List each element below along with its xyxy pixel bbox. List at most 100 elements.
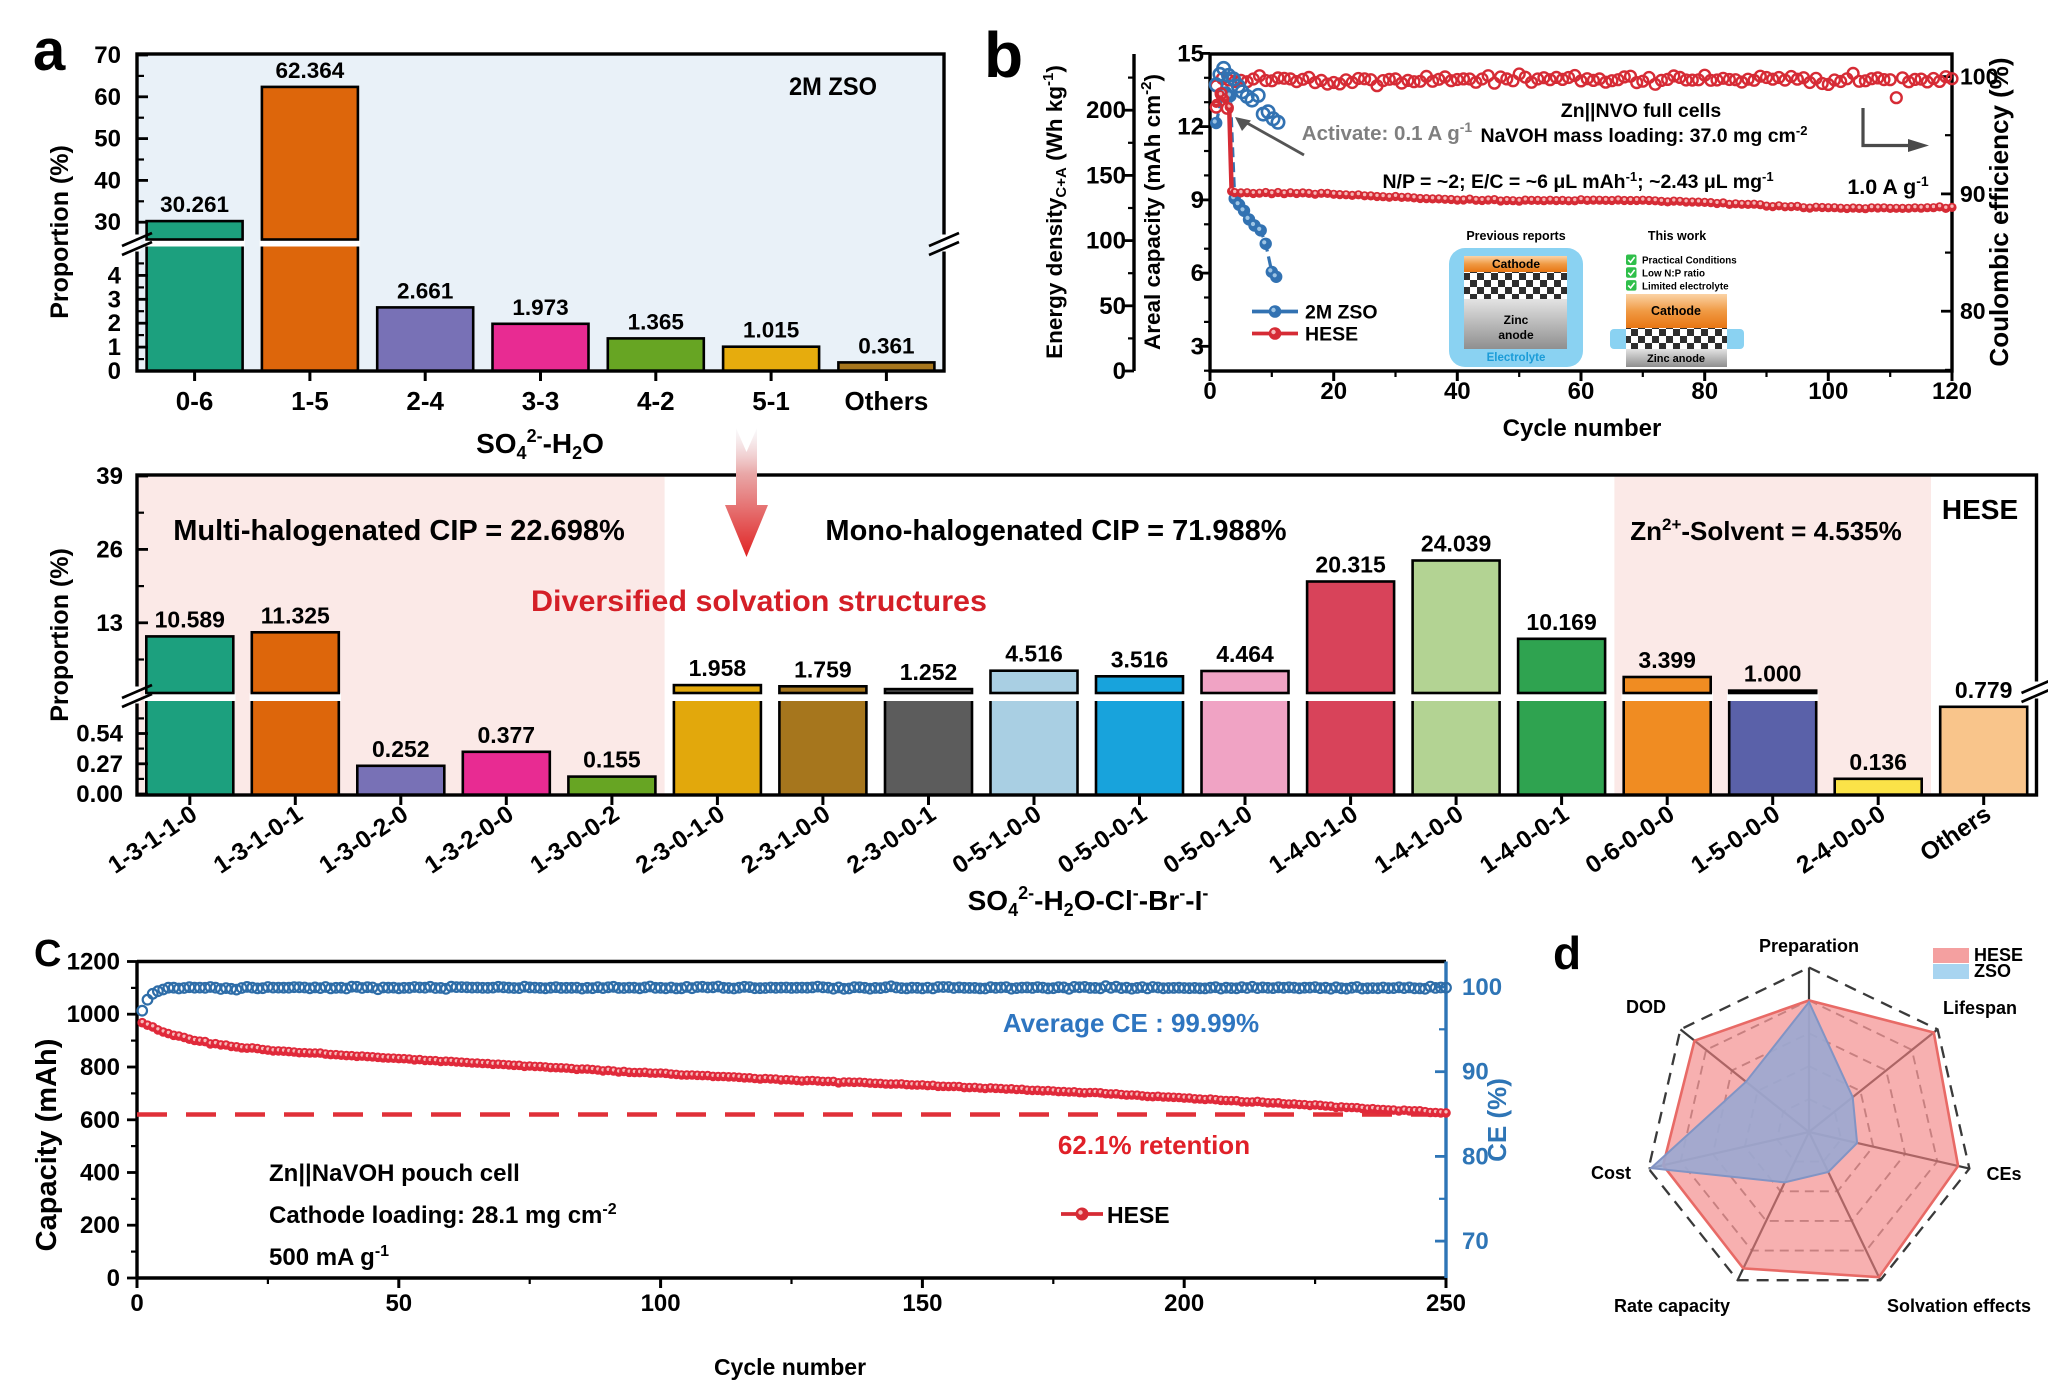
svg-text:HESE: HESE [1107, 1202, 1170, 1228]
svg-text:3: 3 [108, 286, 121, 313]
svg-text:1000: 1000 [67, 1001, 120, 1028]
svg-text:Practical Conditions: Practical Conditions [1642, 256, 1737, 267]
svg-text:100: 100 [1808, 378, 1848, 405]
svg-text:1200: 1200 [67, 949, 120, 976]
svg-text:Mono-halogenated CIP = 71.988%: Mono-halogenated CIP = 71.988% [825, 515, 1286, 547]
svg-text:5-1: 5-1 [752, 386, 790, 416]
svg-text:3: 3 [1191, 333, 1204, 360]
svg-text:3.516: 3.516 [1111, 646, 1169, 672]
svg-text:Rate capacity: Rate capacity [1614, 1296, 1730, 1316]
svg-text:Proportion (%): Proportion (%) [46, 548, 74, 722]
svg-text:1.252: 1.252 [900, 659, 958, 685]
svg-text:100: 100 [1960, 64, 1998, 90]
svg-text:1.000: 1.000 [1744, 661, 1802, 687]
svg-text:150: 150 [902, 1290, 942, 1317]
svg-text:4-2: 4-2 [637, 386, 675, 416]
svg-text:500 mA g-1: 500 mA g-1 [269, 1243, 389, 1271]
svg-text:4.464: 4.464 [1216, 641, 1274, 667]
svg-text:26: 26 [96, 536, 123, 563]
svg-text:80: 80 [1462, 1143, 1489, 1170]
svg-text:200: 200 [80, 1212, 120, 1239]
svg-text:10.589: 10.589 [155, 606, 225, 632]
svg-text:0: 0 [130, 1290, 143, 1317]
svg-text:N/P = ~2; E/C = ~6 μL mAh-1;: N/P = ~2; E/C = ~6 μL mAh-1; ~2.43 μL mg… [1382, 169, 1773, 193]
svg-text:Capacity (mAh): Capacity (mAh) [31, 1039, 63, 1252]
svg-text:Preparation: Preparation [1759, 936, 1859, 956]
svg-text:2: 2 [108, 310, 121, 337]
svg-text:b: b [984, 19, 1023, 91]
svg-text:Coulombic efficiency (%): Coulombic efficiency (%) [1984, 57, 2014, 366]
svg-text:Solvation effects: Solvation effects [1887, 1296, 2031, 1316]
svg-text:DOD: DOD [1626, 997, 1666, 1017]
svg-text:Activate: 0.1 A g-1: Activate: 0.1 A g-1 [1302, 119, 1473, 145]
svg-text:2M ZSO: 2M ZSO [789, 73, 877, 101]
svg-text:Zinc anode: Zinc anode [1647, 353, 1705, 365]
svg-text:1-5: 1-5 [291, 386, 329, 416]
svg-text:150: 150 [1086, 162, 1126, 189]
svg-text:80: 80 [1691, 378, 1718, 405]
svg-text:1: 1 [108, 334, 121, 361]
svg-text:30.261: 30.261 [160, 192, 229, 217]
svg-text:40: 40 [1444, 378, 1471, 405]
svg-text:24.039: 24.039 [1421, 531, 1491, 557]
svg-text:1.365: 1.365 [628, 309, 684, 334]
svg-text:Proportion (%): Proportion (%) [46, 145, 74, 319]
svg-text:Energy densityC+A (Wh kg-1): Energy densityC+A (Wh kg-1) [1040, 65, 1070, 359]
svg-text:HESE: HESE [1974, 945, 2023, 965]
svg-text:Lifespan: Lifespan [1943, 998, 2017, 1018]
svg-text:This work: This work [1648, 229, 1706, 243]
svg-text:6: 6 [1191, 260, 1204, 287]
svg-text:HESE: HESE [1305, 324, 1358, 346]
svg-text:C: C [34, 933, 61, 975]
svg-text:12: 12 [1177, 114, 1204, 141]
svg-text:Zn||NVO full cells: Zn||NVO full cells [1561, 100, 1722, 122]
svg-text:0: 0 [107, 1265, 120, 1292]
svg-text:Zn||NaVOH pouch cell: Zn||NaVOH pouch cell [269, 1160, 520, 1187]
svg-text:90: 90 [1462, 1059, 1489, 1086]
svg-text:60: 60 [94, 84, 121, 111]
svg-text:Cathode loading: 28.1 mg cm-2: Cathode loading: 28.1 mg cm-2 [269, 1201, 617, 1229]
svg-text:10.169: 10.169 [1526, 609, 1596, 635]
svg-text:62.1% retention: 62.1% retention [1058, 1130, 1250, 1160]
svg-text:1.958: 1.958 [689, 655, 747, 681]
svg-text:Others: Others [844, 386, 928, 416]
svg-text:NaVOH mass loading: 37.0 mg cm: NaVOH mass loading: 37.0 mg cm-2 [1481, 123, 1808, 147]
svg-text:11.325: 11.325 [261, 602, 330, 628]
svg-text:13: 13 [96, 610, 123, 637]
svg-text:70: 70 [94, 42, 121, 69]
svg-text:50: 50 [94, 126, 121, 153]
svg-text:200: 200 [1164, 1290, 1204, 1317]
svg-text:3.399: 3.399 [1638, 647, 1696, 673]
svg-text:100: 100 [1086, 228, 1126, 255]
svg-text:0-6: 0-6 [176, 386, 214, 416]
svg-text:1.015: 1.015 [743, 318, 799, 343]
svg-text:100: 100 [641, 1290, 681, 1317]
svg-text:1.0 A g-1: 1.0 A g-1 [1847, 173, 1929, 199]
svg-text:d: d [1553, 927, 1581, 979]
svg-text:Limited electrolyte: Limited electrolyte [1642, 281, 1729, 292]
svg-text:4.516: 4.516 [1005, 641, 1063, 667]
svg-text:600: 600 [80, 1107, 120, 1134]
svg-text:400: 400 [80, 1160, 120, 1187]
svg-text:SO42--H2O: SO42--H2O [476, 426, 604, 463]
svg-text:0: 0 [1113, 358, 1126, 385]
svg-text:Areal capacity (mAh cm-2): Areal capacity (mAh cm-2) [1138, 74, 1165, 350]
svg-text:80: 80 [1960, 298, 1986, 324]
svg-text:0.377: 0.377 [478, 722, 536, 748]
svg-text:0.27: 0.27 [76, 751, 123, 778]
svg-text:0.136: 0.136 [1849, 749, 1907, 775]
svg-text:20: 20 [1320, 378, 1347, 405]
svg-text:0.54: 0.54 [76, 721, 123, 748]
svg-text:0: 0 [108, 358, 121, 385]
svg-text:800: 800 [80, 1054, 120, 1081]
svg-text:39: 39 [96, 463, 123, 490]
svg-text:CE (%): CE (%) [1482, 1078, 1512, 1162]
svg-text:HESE: HESE [1942, 494, 2018, 525]
svg-text:120: 120 [1932, 378, 1972, 405]
svg-text:60: 60 [1568, 378, 1595, 405]
svg-text:15: 15 [1177, 40, 1204, 67]
svg-text:Cost: Cost [1591, 1163, 1631, 1183]
svg-text:2.661: 2.661 [397, 278, 453, 303]
svg-text:100: 100 [1462, 974, 1502, 1001]
svg-text:0.779: 0.779 [1955, 677, 2013, 703]
